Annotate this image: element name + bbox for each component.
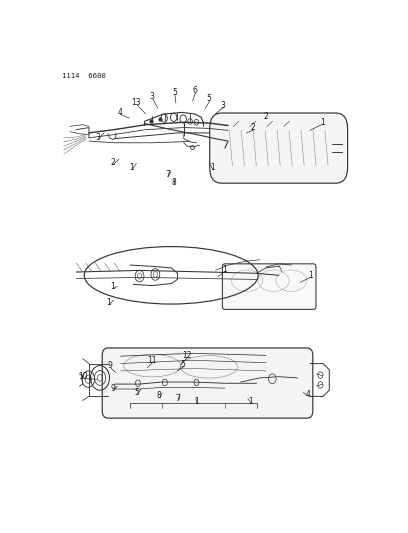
Text: 5: 5 — [181, 360, 186, 369]
Text: 1114  6600: 1114 6600 — [62, 73, 106, 79]
Text: 1: 1 — [194, 397, 199, 406]
Text: 4: 4 — [305, 390, 310, 399]
Text: 5: 5 — [172, 88, 177, 97]
Text: 1: 1 — [210, 163, 215, 172]
FancyBboxPatch shape — [222, 264, 316, 309]
Text: 4: 4 — [118, 108, 122, 117]
Text: 3: 3 — [95, 133, 100, 142]
Text: 6: 6 — [193, 86, 197, 95]
FancyBboxPatch shape — [102, 348, 313, 418]
Text: 1: 1 — [129, 163, 134, 172]
Text: 2: 2 — [264, 112, 268, 121]
Text: 10: 10 — [78, 372, 87, 381]
Text: 7: 7 — [165, 170, 170, 179]
Text: 9: 9 — [110, 384, 115, 393]
Text: 1: 1 — [222, 265, 227, 274]
Text: 2: 2 — [110, 158, 115, 167]
Text: 5: 5 — [207, 94, 211, 103]
Text: 1: 1 — [308, 271, 313, 280]
Text: 3: 3 — [150, 92, 155, 101]
FancyBboxPatch shape — [210, 113, 348, 183]
Text: 8: 8 — [157, 391, 162, 400]
Text: 1: 1 — [321, 118, 325, 127]
Text: 5: 5 — [134, 388, 139, 397]
Text: 9: 9 — [107, 361, 112, 370]
Text: 13: 13 — [131, 99, 141, 108]
Text: 1: 1 — [106, 298, 111, 308]
Text: 2: 2 — [251, 123, 256, 132]
Text: 1: 1 — [248, 397, 253, 406]
Text: 7: 7 — [176, 394, 181, 403]
Text: 11: 11 — [147, 356, 157, 365]
Text: 1: 1 — [110, 282, 115, 291]
Text: 3: 3 — [221, 101, 226, 109]
Text: 12: 12 — [182, 351, 192, 360]
Text: 8: 8 — [171, 177, 176, 187]
